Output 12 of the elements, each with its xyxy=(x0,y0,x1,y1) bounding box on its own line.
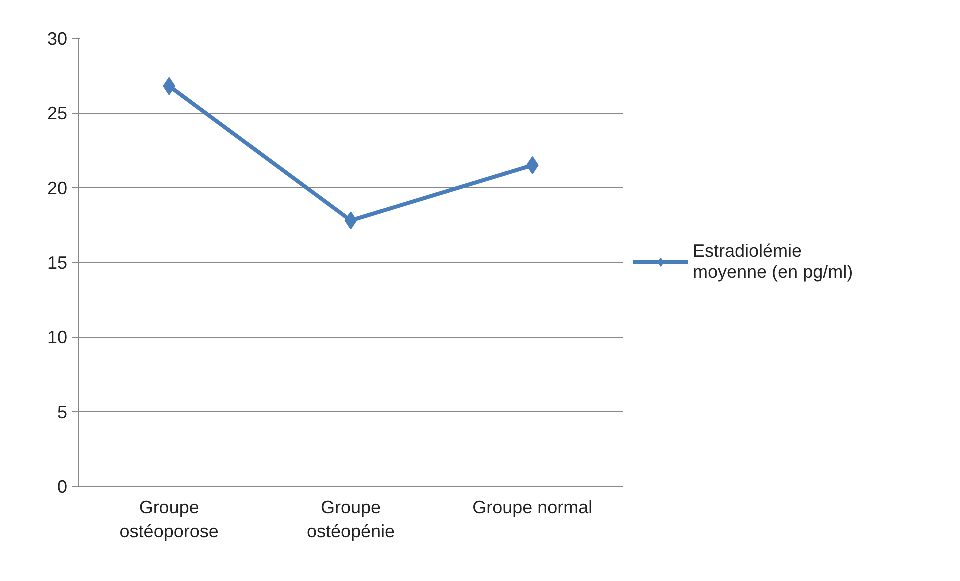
point xyxy=(344,212,358,230)
x-tick-label: Groupe ostéopénie xyxy=(306,498,396,542)
x-tick-label: Groupe normal xyxy=(472,498,593,518)
y-tick-label: 30 xyxy=(47,29,68,49)
legend-label: Estradiolémie moyenne (en pg/ml) xyxy=(693,241,854,283)
x-tick-label: Groupe ostéoporose xyxy=(120,498,219,542)
y-tick-label: 25 xyxy=(47,104,68,124)
y-tick-label: 20 xyxy=(47,178,68,198)
y-tick-label: 10 xyxy=(47,328,68,348)
y-tick-label: 0 xyxy=(57,477,68,497)
y-tick-label: 5 xyxy=(57,402,68,422)
y-tick-label: 15 xyxy=(47,253,68,273)
